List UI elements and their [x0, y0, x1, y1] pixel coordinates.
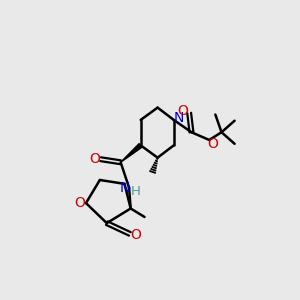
- Text: O: O: [74, 196, 85, 210]
- Text: H: H: [131, 185, 141, 198]
- Text: O: O: [89, 152, 100, 166]
- Text: N: N: [174, 111, 184, 125]
- Polygon shape: [121, 144, 142, 162]
- Text: O: O: [130, 228, 141, 242]
- Text: O: O: [207, 137, 218, 151]
- Text: N: N: [120, 181, 130, 195]
- Text: O: O: [177, 104, 188, 118]
